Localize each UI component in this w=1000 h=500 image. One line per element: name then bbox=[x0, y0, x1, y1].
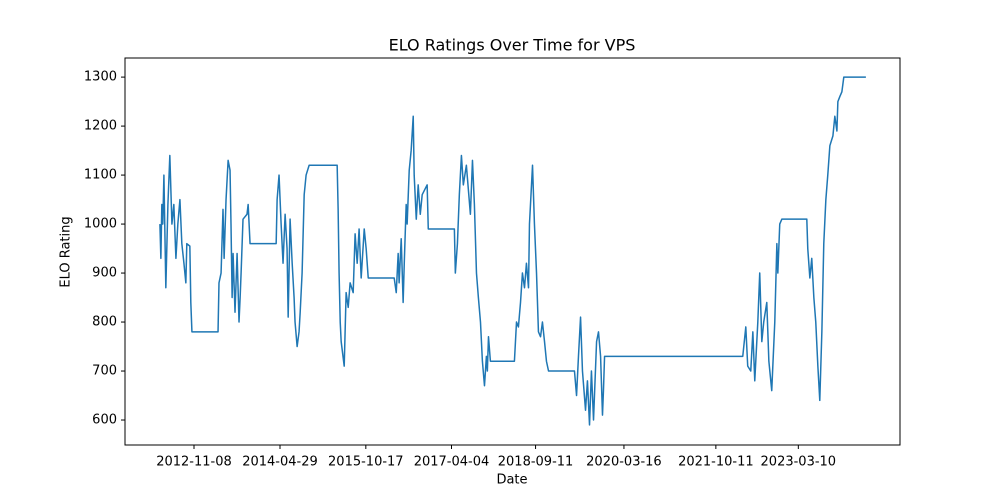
y-tick-label: 1000 bbox=[84, 217, 117, 232]
x-tick-label: 2014-04-29 bbox=[242, 455, 318, 470]
x-tick-label: 2015-10-17 bbox=[328, 455, 404, 470]
y-tick-label: 800 bbox=[92, 315, 117, 330]
y-tick-label: 1100 bbox=[84, 168, 117, 183]
y-tick-label: 1300 bbox=[84, 70, 117, 85]
y-tick-label: 1200 bbox=[84, 119, 117, 134]
y-tick-label: 600 bbox=[92, 413, 117, 428]
x-tick-label: 2018-09-11 bbox=[498, 455, 574, 470]
data-line bbox=[159, 76, 866, 426]
y-tick-label: 700 bbox=[92, 364, 117, 379]
chart-title: ELO Ratings Over Time for VPS bbox=[389, 36, 636, 55]
x-tick-label: 2012-11-08 bbox=[156, 455, 232, 470]
x-tick-label: 2017-04-04 bbox=[414, 455, 490, 470]
x-tick-label: 2021-10-11 bbox=[678, 455, 754, 470]
plot-frame bbox=[124, 57, 901, 446]
y-axis-label: ELO Rating bbox=[59, 216, 74, 287]
x-tick-label: 2023-03-10 bbox=[761, 455, 837, 470]
x-axis-label: Date bbox=[496, 473, 527, 488]
x-tick-label: 2020-03-16 bbox=[586, 455, 662, 470]
y-tick-label: 900 bbox=[92, 266, 117, 281]
